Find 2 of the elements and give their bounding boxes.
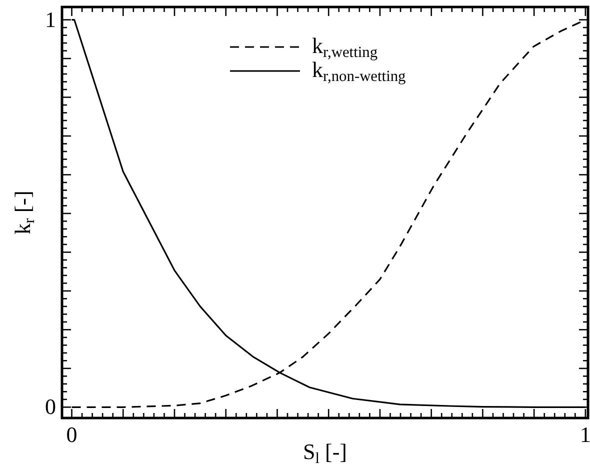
legend-label: k$_{r,wetting}$ (312, 33, 378, 61)
x-axis-title: S$_{l}$ [-] (302, 439, 348, 467)
